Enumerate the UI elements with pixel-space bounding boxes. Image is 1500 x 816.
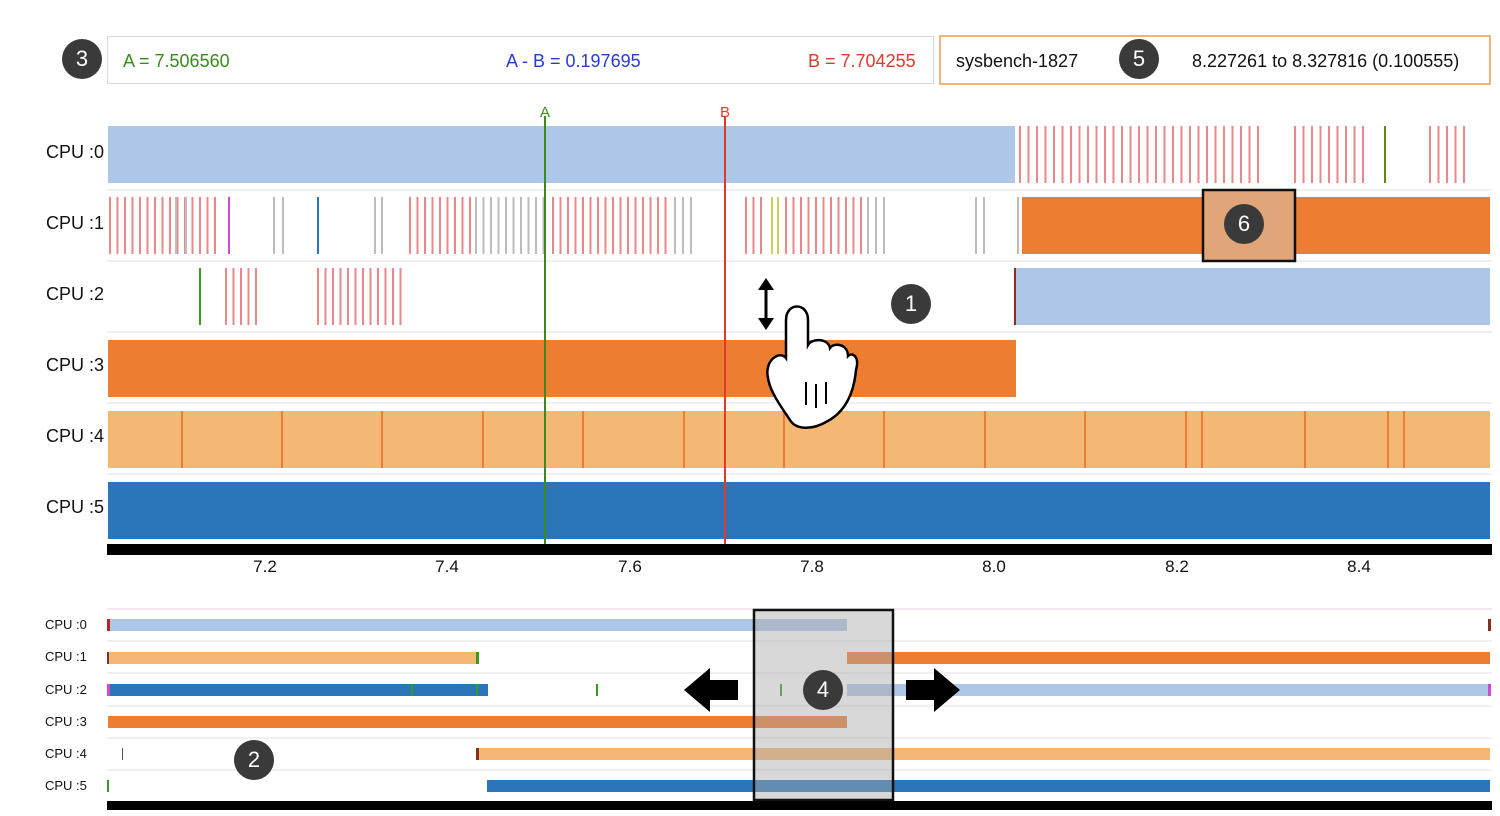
task-info-box: sysbench-1827 8.227261 to 8.327816 (0.10…	[939, 35, 1491, 85]
axis-tick-label: 8.0	[982, 557, 1006, 576]
overview-cpu-label: CPU :2	[45, 682, 87, 697]
overview-cpu3-bar	[108, 716, 847, 728]
main-cpu-label: CPU :4	[46, 426, 105, 446]
task-name: sysbench-1827	[956, 51, 1079, 71]
callout-badge-4: 4	[803, 670, 843, 710]
cursor-a-label: A	[540, 104, 550, 121]
axis-tick-label: 7.4	[435, 557, 459, 576]
hand-pointer-icon	[766, 305, 859, 429]
cursor-a-value: A = 7.506560	[123, 51, 230, 71]
overview-cpu5-bar	[487, 780, 1490, 792]
overview-cpu-label: CPU :1	[45, 649, 87, 664]
task-time-range: 8.227261 to 8.327816 (0.100555)	[1192, 51, 1460, 71]
cpu0-task-bar[interactable]	[108, 126, 1015, 183]
cpu1-event-ticks[interactable]	[109, 197, 1019, 254]
overview-cpu1-bar-a	[109, 652, 478, 664]
overview-cpu-label: CPU :5	[45, 778, 87, 793]
left-arrow-icon	[684, 668, 738, 712]
overview-cpu1-bar-b	[847, 652, 1490, 664]
overview-time-axis	[107, 801, 1492, 810]
axis-tick-label: 7.2	[253, 557, 277, 576]
main-cpu-label: CPU :0	[46, 142, 105, 162]
cpu2-task-bar[interactable]	[1016, 268, 1490, 325]
axis-tick-label: 7.8	[800, 557, 824, 576]
main-cpu-label: CPU :5	[46, 497, 105, 517]
callout-badge-2: 2	[234, 740, 274, 780]
overview-cpu2-bar-a	[109, 684, 488, 696]
callout-badge-6: 6	[1224, 204, 1264, 244]
cpu0-event-ticks[interactable]	[1019, 126, 1465, 183]
overview-cpu2-bar-b	[847, 684, 1490, 696]
main-cpu-label: CPU :2	[46, 284, 105, 304]
axis-tick-label: 8.4	[1347, 557, 1371, 576]
marker-info-bar: A = 7.506560 A - B = 0.197695 B = 7.7042…	[107, 36, 934, 84]
axis-tick-label: 8.2	[1165, 557, 1189, 576]
main-cpu-label: CPU :1	[46, 213, 105, 233]
overview-cpu4-bar	[478, 748, 1490, 760]
overview-cpu-label: CPU :0	[45, 617, 87, 632]
right-arrow-icon	[906, 668, 960, 712]
overview-cpu-label: CPU :3	[45, 714, 87, 729]
cursor-b-value: B = 7.704255	[808, 51, 916, 71]
overview-cpu0-bar	[109, 619, 847, 631]
callout-badge-3: 3	[62, 39, 102, 79]
cpu3-task-bar[interactable]	[108, 340, 1016, 397]
main-time-axis	[107, 544, 1492, 555]
axis-tick-label: 7.6	[618, 557, 642, 576]
cpu5-task-bar[interactable]	[108, 482, 1490, 539]
cursor-diff-value: A - B = 0.197695	[506, 51, 641, 71]
main-timeline[interactable]: A B	[0, 0, 1500, 560]
cpu4-event-ticks[interactable]	[181, 411, 1405, 468]
cursor-b-label: B	[720, 104, 730, 121]
cpu2-event-ticks[interactable]	[199, 268, 402, 325]
up-down-arrow-icon	[758, 278, 774, 330]
callout-badge-1: 1	[891, 284, 931, 324]
overview-cpu-label: CPU :4	[45, 746, 87, 761]
callout-badge-5: 5	[1119, 39, 1159, 79]
main-cpu-label: CPU :3	[46, 355, 105, 375]
